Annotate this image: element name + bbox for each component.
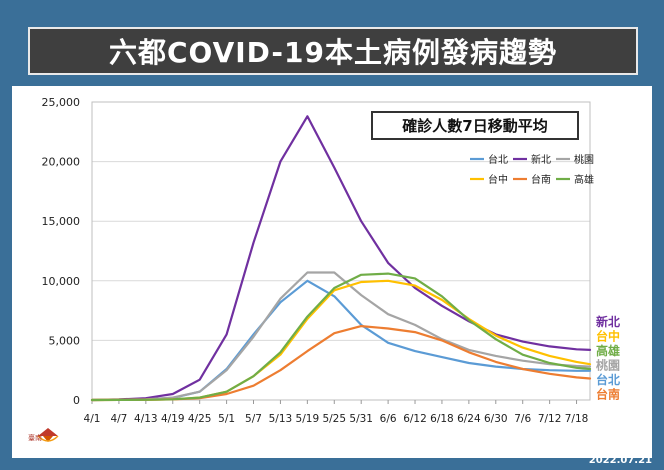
end-label: 台南 [596, 387, 620, 402]
legend-label: 台北 [488, 153, 508, 166]
series-line-1 [90, 115, 592, 402]
legend-label: 高雄 [574, 173, 594, 186]
end-label: 台北 [596, 372, 620, 387]
legend-label: 新北 [531, 153, 551, 166]
series-line-4 [90, 325, 592, 402]
x-tick-label: 6/6 [380, 413, 397, 425]
series-line-2 [90, 271, 592, 402]
x-tick-label: 5/19 [296, 413, 320, 425]
x-tick-label: 6/18 [430, 413, 454, 425]
chart-title: 六都COVID-19本土病例發病趨勢 [28, 27, 638, 75]
x-tick-label: 6/30 [484, 413, 508, 425]
x-tick-label: 4/13 [134, 413, 158, 425]
end-label: 新北 [596, 314, 620, 329]
y-tick-label: 0 [73, 394, 80, 407]
tainan-logo-icon: 臺南 [28, 428, 59, 442]
x-tick-label: 7/18 [565, 413, 589, 425]
end-label: 台中 [596, 329, 620, 344]
x-tick-label: 5/1 [218, 413, 235, 425]
x-tick-label: 6/24 [457, 413, 481, 425]
y-tick-label: 20,000 [42, 156, 81, 169]
end-label: 桃園 [596, 358, 620, 373]
x-tick-label: 4/1 [84, 413, 101, 425]
footer-date: 2022.07.21 [588, 455, 652, 466]
x-tick-label: 5/13 [269, 413, 293, 425]
x-tick-label: 4/7 [110, 413, 127, 425]
y-tick-label: 10,000 [42, 275, 81, 288]
logo-text: 臺南 [28, 433, 42, 442]
legend-label: 台中 [488, 173, 508, 186]
y-tick-label: 25,000 [42, 96, 81, 109]
x-tick-label: 7/12 [538, 413, 562, 425]
x-tick-label: 6/12 [403, 413, 427, 425]
chart-subtitle: 確診人數7日移動平均 [371, 111, 579, 140]
x-tick-label: 4/19 [161, 413, 185, 425]
x-tick-label: 7/6 [514, 413, 531, 425]
x-tick-label: 4/25 [188, 413, 212, 425]
y-tick-label: 15,000 [42, 215, 81, 228]
legend-label: 桃園 [574, 153, 594, 166]
end-label: 高雄 [596, 343, 620, 358]
plot-area [91, 101, 591, 401]
y-tick-label: 5,000 [49, 334, 81, 347]
x-tick-label: 5/25 [322, 413, 346, 425]
x-tick-label: 5/7 [245, 413, 262, 425]
x-tick-label: 5/31 [349, 413, 373, 425]
series-line-5 [90, 272, 592, 402]
legend-label: 台南 [531, 173, 551, 186]
